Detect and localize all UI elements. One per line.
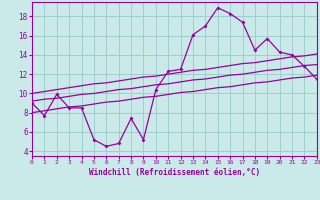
X-axis label: Windchill (Refroidissement éolien,°C): Windchill (Refroidissement éolien,°C) (89, 168, 260, 177)
